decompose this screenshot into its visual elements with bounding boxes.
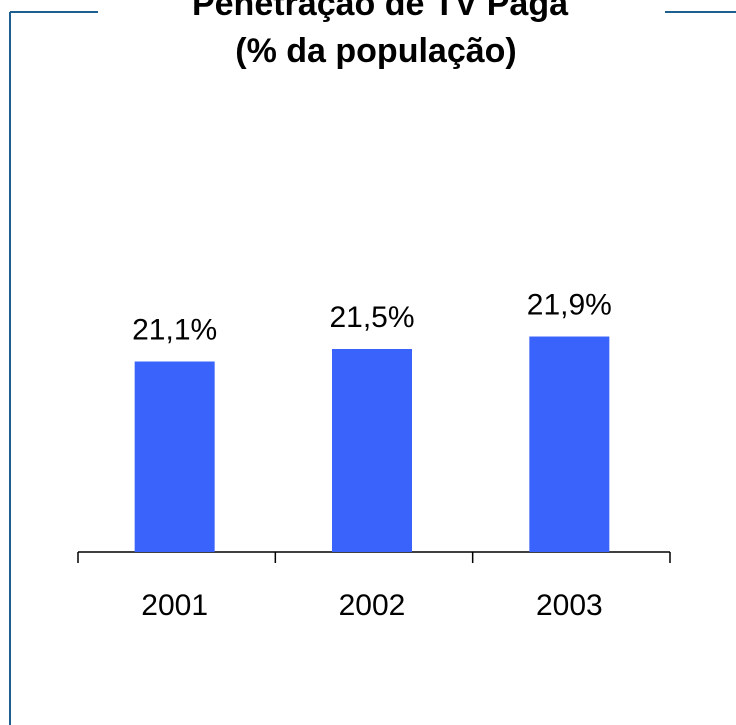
x-tick-label: 2001 (141, 589, 208, 622)
value-label: 21,9% (527, 288, 612, 321)
value-label: 21,5% (329, 301, 414, 334)
value-label: 21,1% (132, 313, 217, 346)
x-tick-label: 2002 (339, 589, 406, 622)
chart-subtitle: (% da população) (235, 32, 516, 70)
bar (529, 336, 610, 552)
bar (332, 349, 412, 552)
chart-title: Penetração de TV Paga (192, 0, 569, 23)
x-tick-label: 2003 (536, 589, 603, 622)
bar (134, 361, 215, 552)
